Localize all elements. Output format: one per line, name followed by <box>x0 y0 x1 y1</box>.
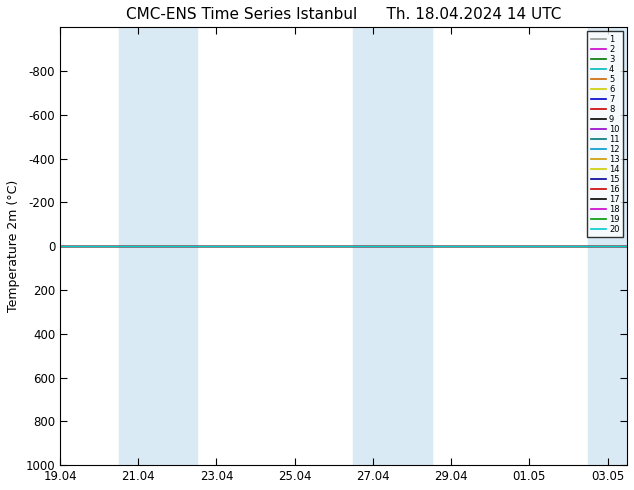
Title: CMC-ENS Time Series Istanbul      Th. 18.04.2024 14 UTC: CMC-ENS Time Series Istanbul Th. 18.04.2… <box>126 7 561 22</box>
Legend: 1, 2, 3, 4, 5, 6, 7, 8, 9, 10, 11, 12, 13, 14, 15, 16, 17, 18, 19, 20: 1, 2, 3, 4, 5, 6, 7, 8, 9, 10, 11, 12, 1… <box>587 31 623 237</box>
Bar <box>119 27 197 465</box>
Bar <box>588 27 627 465</box>
Y-axis label: Temperature 2m (°C): Temperature 2m (°C) <box>7 180 20 312</box>
Bar <box>353 27 432 465</box>
